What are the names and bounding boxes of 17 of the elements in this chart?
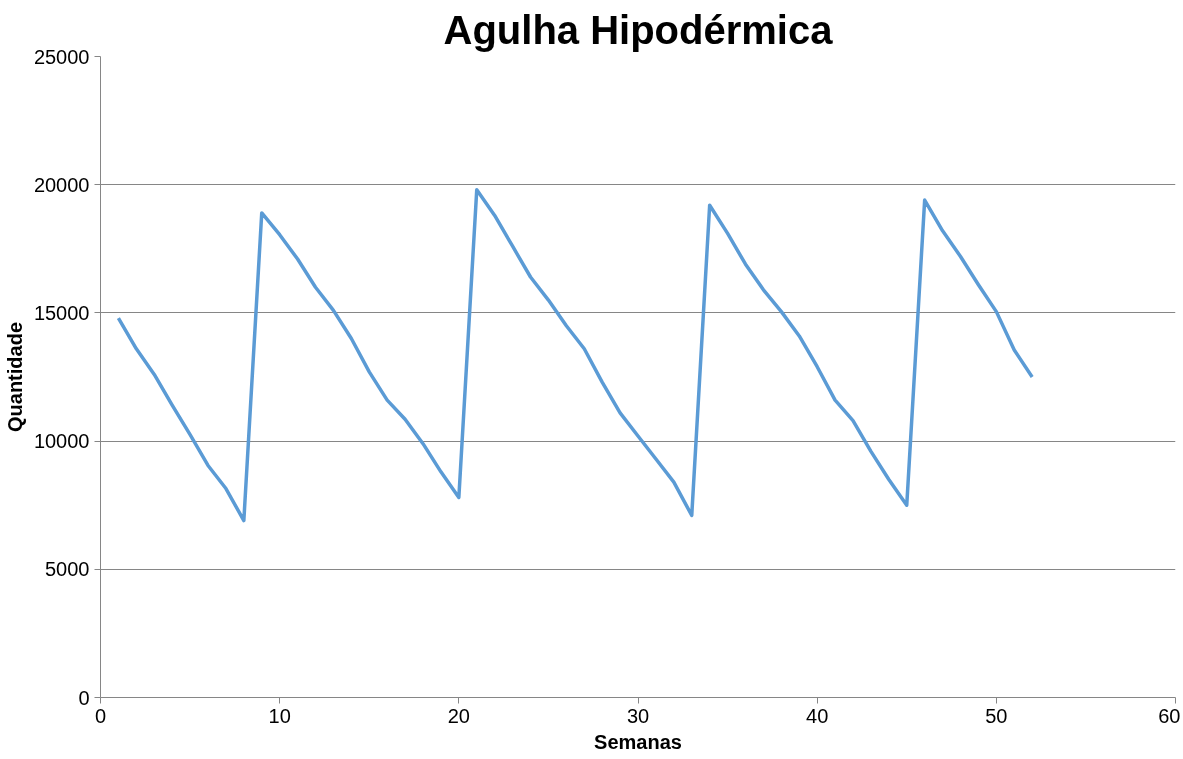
x-tick-label: 60 [1158,704,1181,727]
line-series [116,188,1034,523]
y-tick-label: 0 [78,686,90,709]
x-axis-title: Semanas [594,730,682,753]
x-tick-label: 40 [806,704,829,727]
y-tick-label: 5000 [45,558,90,581]
x-tick-label: 20 [447,704,470,727]
y-tick-label: 20000 [33,173,90,196]
x-tick-label: 10 [268,704,291,727]
x-tick-label: 50 [985,704,1008,727]
y-tick-label: 25000 [33,45,90,68]
x-tick-label: 0 [94,704,107,727]
y-tick-label: 10000 [33,430,90,453]
chart-title: Agulha Hipodérmica [443,7,834,52]
y-tick-label: 15000 [33,301,90,324]
x-tick-label: 30 [626,704,650,727]
y-axis-title: Quantidade [3,321,26,432]
